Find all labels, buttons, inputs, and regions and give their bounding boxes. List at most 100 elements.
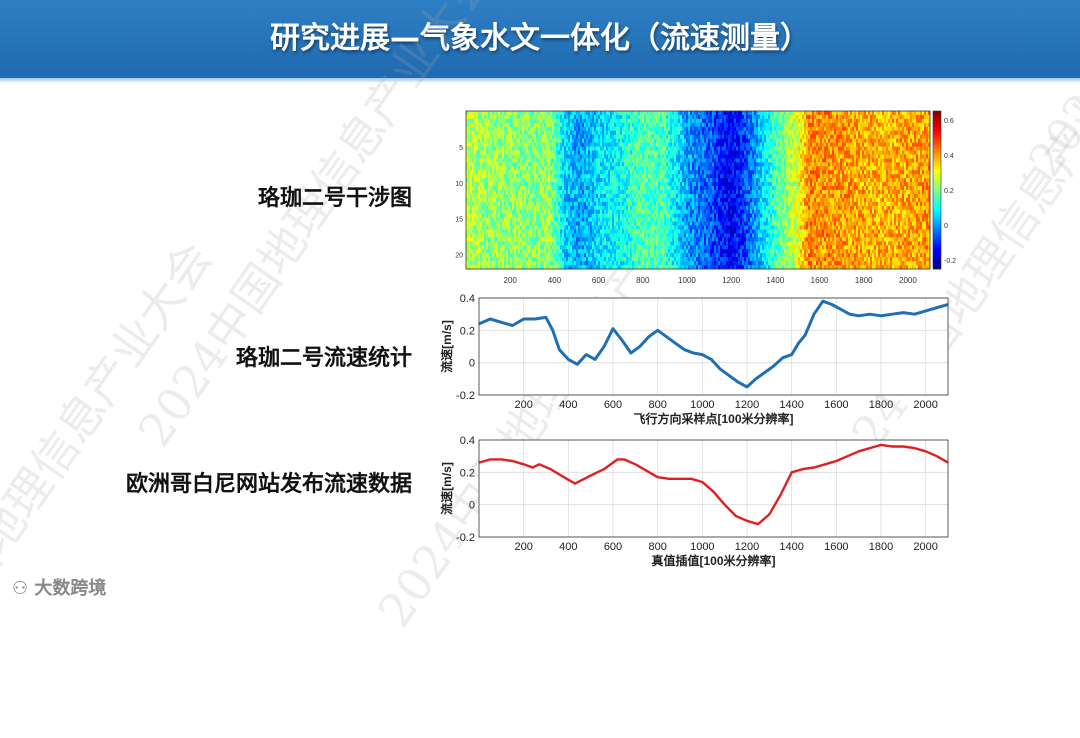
- heatmap-cell: [514, 174, 517, 179]
- heatmap-cell: [626, 229, 629, 234]
- heatmap-cell: [698, 122, 701, 128]
- heatmap-cell: [696, 146, 699, 151]
- heatmap-cell: [532, 221, 535, 226]
- heatmap-cell: [694, 122, 697, 128]
- heatmap-cell: [518, 170, 521, 175]
- heatmap-cell: [582, 253, 585, 258]
- heatmap-cell: [644, 142, 647, 147]
- heatmap-cell: [634, 154, 637, 159]
- heatmap-cell: [556, 221, 559, 226]
- heatmap-cell: [586, 111, 589, 116]
- heatmap-cell: [706, 245, 709, 250]
- heatmap-cell: [562, 126, 565, 132]
- heatmap-cell: [650, 249, 653, 254]
- heatmap-cell: [660, 170, 663, 175]
- heatmap-cell: [646, 170, 649, 175]
- heatmap-cell: [552, 182, 555, 187]
- heatmap-cell: [572, 205, 575, 211]
- heatmap-cell: [654, 150, 657, 155]
- heatmap-cell: [678, 146, 681, 151]
- heatmap-cell: [656, 237, 659, 242]
- heatmap-cell: [624, 221, 627, 226]
- heatmap-cell: [596, 122, 599, 128]
- heatmap-cell: [544, 213, 547, 218]
- heatmap-cell: [588, 174, 591, 179]
- heatmap-cell: [480, 213, 483, 218]
- heatmap-cell: [570, 122, 573, 128]
- heatmap-cell: [686, 229, 689, 234]
- heatmap-cell: [466, 142, 469, 147]
- heatmap-cell: [656, 197, 659, 203]
- heatmap-cell: [522, 261, 525, 266]
- heatmap-cell: [660, 221, 663, 226]
- heatmap-cell: [514, 130, 517, 135]
- heatmap-cell: [618, 197, 621, 203]
- heatmap-cell: [480, 233, 483, 238]
- heatmap-cell: [582, 170, 585, 175]
- heatmap-cell: [644, 241, 647, 246]
- heatmap-cell: [676, 118, 679, 124]
- heatmap-cell: [568, 190, 571, 195]
- heatmap-cell: [488, 209, 491, 214]
- heatmap-cell: [622, 186, 625, 191]
- heatmap-cell: [516, 170, 519, 175]
- heatmap-cell: [668, 197, 671, 203]
- heatmap-cell: [616, 150, 619, 155]
- heatmap-cell: [580, 245, 583, 250]
- heatmap-cell: [664, 126, 667, 132]
- heatmap-cell: [622, 174, 625, 179]
- heatmap-cell: [488, 154, 491, 159]
- heatmap-cell: [566, 158, 569, 163]
- title-bar-rule: [0, 78, 1080, 82]
- heatmap-cell: [646, 118, 649, 124]
- heatmap-cell: [556, 249, 559, 254]
- heatmap-cell: [704, 170, 707, 175]
- heatmap-cell: [468, 122, 471, 128]
- heatmap-cell: [674, 146, 677, 151]
- heatmap-cell: [668, 146, 671, 151]
- heatmap-cell: [530, 241, 533, 246]
- heatmap-cell: [710, 182, 713, 187]
- heatmap-cell: [698, 213, 701, 218]
- heatmap-cell: [488, 225, 491, 230]
- heatmap-cell: [636, 205, 639, 211]
- heatmap-cell: [648, 142, 651, 147]
- heatmap-cell: [560, 213, 563, 218]
- heatmap-cell: [474, 217, 477, 222]
- heatmap-cell: [546, 150, 549, 155]
- heatmap-cell: [658, 146, 661, 151]
- heatmap-cell: [556, 134, 559, 139]
- heatmap-cell: [552, 134, 555, 139]
- heatmap-cell: [706, 142, 709, 147]
- heatmap-cell: [602, 241, 605, 246]
- heatmap-cell: [486, 142, 489, 147]
- heatmap-cell: [678, 142, 681, 147]
- heatmap-cell: [604, 146, 607, 151]
- heatmap-cell: [662, 126, 665, 132]
- heatmap-cell: [560, 221, 563, 226]
- heatmap-cell: [650, 174, 653, 179]
- heatmap-cell: [590, 249, 593, 254]
- heatmap-cell: [560, 118, 563, 124]
- heatmap-cell: [554, 182, 557, 187]
- heatmap-cell: [520, 233, 523, 238]
- heatmap-cell: [596, 205, 599, 211]
- heatmap-cell: [520, 190, 523, 195]
- heatmap-cell: [558, 193, 561, 199]
- heatmap-cell: [542, 225, 545, 230]
- heatmap-cell: [598, 213, 601, 218]
- heatmap-cell: [690, 158, 693, 163]
- heatmap-cell: [582, 225, 585, 230]
- heatmap-cell: [652, 111, 655, 116]
- heatmap-cell: [658, 225, 661, 230]
- heatmap-cell: [676, 257, 679, 262]
- heatmap-cell: [690, 201, 693, 207]
- heatmap-cell: [578, 249, 581, 254]
- heatmap-cell: [486, 209, 489, 214]
- heatmap-cell: [600, 178, 603, 183]
- heatmap-cell: [666, 130, 669, 135]
- heatmap-cell: [568, 134, 571, 139]
- heatmap-cell: [472, 213, 475, 218]
- heatmap-cell: [640, 142, 643, 147]
- heatmap-cell: [476, 253, 479, 258]
